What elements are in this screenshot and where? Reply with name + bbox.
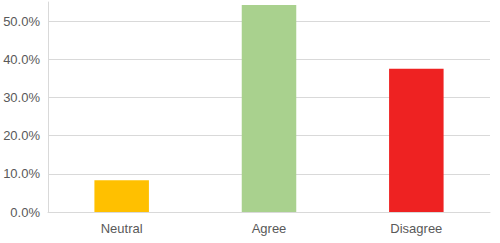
svg-text:0.0%: 0.0% [10, 205, 40, 220]
svg-text:20.0%: 20.0% [3, 128, 40, 143]
svg-text:10.0%: 10.0% [3, 166, 40, 181]
svg-text:Neutral: Neutral [101, 221, 143, 236]
svg-text:50.0%: 50.0% [3, 14, 40, 29]
svg-text:30.0%: 30.0% [3, 90, 40, 105]
svg-text:Agree: Agree [252, 221, 287, 236]
svg-text:Disagree: Disagree [390, 221, 442, 236]
svg-text:40.0%: 40.0% [3, 52, 40, 67]
